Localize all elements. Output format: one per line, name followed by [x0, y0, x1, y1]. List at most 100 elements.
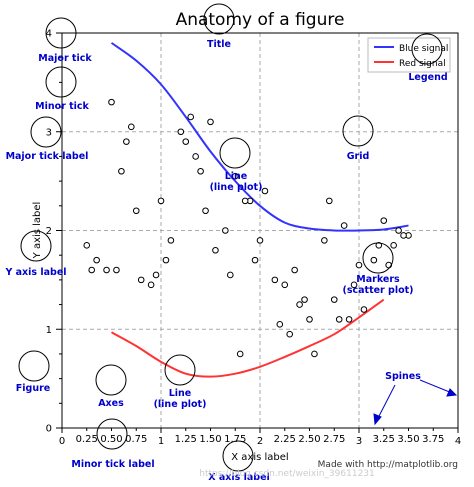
- x-minor-tick-label-5: 1.75: [224, 434, 246, 445]
- title-circle: [203, 3, 235, 35]
- marker-point-34: [276, 321, 284, 328]
- y-major-tick-label-2: 2: [46, 226, 52, 237]
- marker-point-26: [395, 227, 402, 234]
- marker-point-43: [187, 113, 194, 121]
- marker-point-25: [370, 256, 378, 264]
- spines-arrow-right-head: [446, 388, 458, 397]
- marker-point-38: [375, 242, 383, 249]
- x-minor-tick-label-3: 1.25: [175, 434, 197, 445]
- annotation-line-bottom-2: (line plot): [154, 399, 207, 410]
- spines-arrow-left: [376, 384, 396, 421]
- annotation-minor-tick-label: Minor tick label: [71, 459, 154, 470]
- annotation-spines: Spines: [385, 371, 421, 382]
- spines-arrow-left-head: [373, 413, 382, 426]
- marker-point-1: [108, 98, 115, 106]
- marker-point-32: [227, 271, 234, 279]
- annotation-line-top-2: (line plot): [210, 182, 263, 193]
- marker-point-54: [192, 153, 199, 160]
- marker-point-33: [251, 256, 259, 264]
- marker-point-31: [202, 207, 209, 215]
- marker-point-21: [271, 276, 279, 284]
- annotation-minor-tick: Minor tick: [35, 101, 89, 112]
- marker-point-45: [236, 350, 244, 358]
- x-major-tick-label-4: 4: [455, 436, 461, 447]
- blue-signal-line: [110, 42, 409, 232]
- marker-point-51: [385, 261, 393, 269]
- x-minor-tick-label-11: 3.75: [422, 434, 444, 445]
- marker-point-49: [335, 316, 343, 323]
- scatter-markers: [83, 98, 412, 358]
- annotation-line-bottom-1: Line: [169, 388, 192, 399]
- marker-point-57: [340, 222, 348, 229]
- y-major-tick-label-4: 4: [46, 29, 52, 40]
- marker-point-0: [83, 242, 91, 249]
- annotation-x-axis-label: X axis label: [208, 472, 270, 483]
- marker-point-2: [132, 207, 140, 215]
- marker-point-15: [118, 167, 125, 175]
- spines-arrows: [373, 379, 458, 426]
- legend-red-label: Red signal: [399, 59, 446, 69]
- marker-point-37: [350, 281, 358, 289]
- y-major-tick-label-3: 3: [46, 127, 52, 138]
- marker-point-50: [360, 306, 368, 313]
- x-minor-tick-label-0: 0.25: [76, 434, 98, 445]
- x-major-tick-label-1: 1: [158, 436, 164, 447]
- x-axis-label: X axis label: [231, 452, 288, 463]
- marker-point-16: [147, 281, 155, 289]
- marker-point-47: [286, 330, 294, 338]
- y-axis-label-circle: [20, 230, 52, 262]
- line-bottom-circle: [164, 354, 196, 386]
- legend: Blue signal Red signal: [367, 37, 451, 73]
- legend-circle: [411, 33, 443, 65]
- y-major-tick-label-0: 0: [46, 424, 52, 435]
- y-major-tick-label-1: 1: [46, 325, 52, 336]
- x-minor-tick-label-6: 2.25: [274, 434, 296, 445]
- marker-point-8: [281, 281, 289, 289]
- axes-circle: [95, 364, 127, 396]
- marker-point-40: [113, 266, 120, 274]
- marker-point-22: [296, 301, 303, 308]
- marker-point-5: [207, 118, 214, 126]
- annotation-circles: [18, 3, 443, 472]
- marker-point-28: [128, 123, 135, 131]
- grid-circle: [342, 115, 374, 147]
- marker-point-14: [93, 256, 100, 264]
- annotation-figure: Figure: [16, 383, 50, 394]
- axis-ticks: 0 1 2 3 4 0.25 0.50 0.75 1.25 1.50 1.75 2.25 2.50 2.7…: [46, 29, 462, 448]
- x-major-tick-label-2: 2: [257, 436, 263, 447]
- marker-point-48: [311, 350, 318, 358]
- marker-point-46: [261, 187, 269, 195]
- annotation-major-tick: Major tick: [38, 53, 92, 64]
- marker-point-55: [241, 197, 249, 205]
- y-axis-label: Y axis label: [32, 202, 43, 260]
- annotation-line-top-1: Line: [225, 171, 248, 182]
- annotation-markers-2: (scatter plot): [342, 285, 413, 296]
- watermark: https://blog.csdn.net/weixin_39611231: [199, 469, 375, 479]
- markers-circle: [362, 242, 394, 274]
- marker-point-6: [231, 172, 239, 180]
- red-signal-line: [111, 298, 385, 378]
- annotation-markers-1: Markers: [356, 274, 400, 285]
- marker-point-42: [162, 256, 170, 264]
- marker-point-17: [167, 237, 175, 244]
- annotation-axes: Axes: [98, 398, 124, 409]
- line-top-circle: [219, 137, 251, 169]
- major-tick-circle: [45, 17, 77, 49]
- minor-tick-label-circle: [96, 418, 128, 450]
- annotation-labels: Major tick Minor tick Major tick label T…: [4, 39, 447, 483]
- marker-point-19: [222, 227, 229, 234]
- annotation-grid: Grid: [347, 151, 370, 162]
- x-minor-tick-label-7: 2.50: [298, 434, 320, 445]
- major-tick-label-circle: [30, 116, 62, 148]
- annotation-legend: Legend: [408, 72, 447, 83]
- marker-point-18: [197, 167, 204, 175]
- chart-title: Anatomy of a figure: [176, 10, 345, 30]
- marker-point-53: [123, 138, 130, 145]
- marker-point-52: [88, 266, 95, 274]
- x-minor-tick-label-1: 0.50: [100, 434, 122, 445]
- x-major-tick-label-3: 3: [356, 436, 362, 447]
- spines-arrow-right: [419, 379, 453, 394]
- marker-point-11: [355, 261, 363, 269]
- marker-point-39: [400, 232, 407, 239]
